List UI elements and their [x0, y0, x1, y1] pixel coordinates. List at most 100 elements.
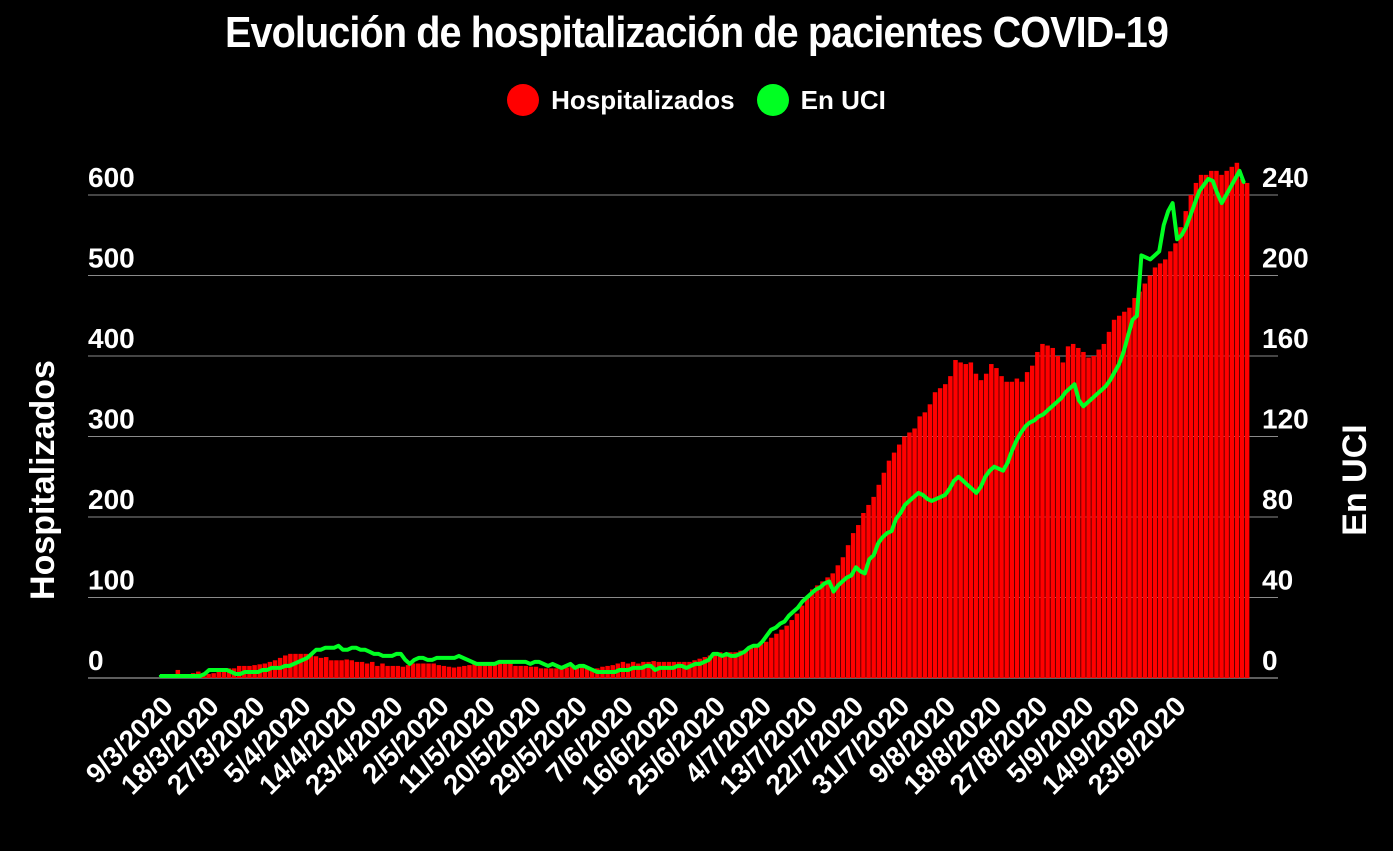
bar-hospitalizados: [784, 625, 789, 678]
bar-hospitalizados: [1229, 166, 1235, 678]
bar-hospitalizados: [835, 565, 841, 678]
point-en-uci: [319, 648, 322, 651]
bar-hospitalizados: [1040, 343, 1045, 678]
point-en-uci: [738, 652, 742, 656]
point-en-uci: [1220, 201, 1223, 205]
point-en-uci: [1037, 415, 1041, 418]
bar-hospitalizados: [733, 652, 738, 678]
point-en-uci: [471, 660, 474, 664]
point-en-uci: [587, 666, 590, 670]
point-en-uci: [230, 670, 233, 674]
bar-hospitalizados: [810, 589, 815, 678]
bar-hospitalizados: [236, 665, 242, 678]
point-en-uci: [1024, 425, 1027, 428]
point-en-uci: [533, 660, 536, 664]
bar-hospitalizados: [723, 653, 728, 678]
point-en-uci: [462, 656, 465, 660]
bar-hospitalizados: [968, 362, 974, 678]
point-en-uci: [1126, 334, 1130, 338]
bar-hospitalizados: [1244, 182, 1250, 678]
point-en-uci: [386, 654, 389, 658]
point-en-uci: [613, 670, 617, 674]
point-en-uci: [484, 662, 487, 666]
bar-hospitalizados: [769, 637, 774, 678]
point-en-uci: [1010, 449, 1014, 452]
point-en-uci: [404, 658, 407, 662]
point-en-uci: [1068, 387, 1072, 390]
point-en-uci: [1033, 419, 1036, 422]
point-en-uci: [734, 654, 737, 658]
bar-hospitalizados: [912, 428, 917, 678]
bar-hospitalizados: [1086, 357, 1091, 678]
bar-hospitalizados: [840, 557, 846, 678]
point-en-uci: [671, 666, 675, 670]
bar-hospitalizados: [1081, 351, 1086, 678]
bar-hospitalizados: [359, 661, 365, 678]
point-en-uci: [850, 574, 853, 577]
point-en-uci: [979, 485, 982, 488]
point-en-uci: [1091, 397, 1094, 400]
point-en-uci: [1149, 258, 1152, 261]
bar-hospitalizados: [676, 661, 682, 678]
bar-hospitalizados: [462, 665, 467, 678]
point-en-uci: [337, 644, 340, 647]
bar-hospitalizados: [1009, 381, 1015, 678]
point-en-uci: [569, 662, 572, 666]
point-en-uci: [680, 664, 684, 668]
point-en-uci: [216, 668, 220, 672]
y-tick-label-right: 120: [1262, 404, 1309, 435]
bar-hospitalizados: [410, 663, 416, 678]
point-en-uci: [761, 640, 764, 643]
point-en-uci: [640, 666, 643, 670]
y-tick-label-left: 600: [88, 162, 135, 193]
bar-hospitalizados: [1014, 378, 1020, 678]
point-en-uci: [1153, 254, 1157, 257]
point-en-uci: [689, 664, 692, 668]
bar-hospitalizados: [1004, 381, 1009, 678]
point-en-uci: [1180, 234, 1183, 237]
point-en-uci: [225, 668, 229, 672]
bar-hospitalizados: [1193, 182, 1199, 678]
bar-hospitalizados: [323, 657, 329, 678]
point-en-uci: [609, 670, 612, 674]
point-en-uci: [190, 674, 193, 678]
y-tick-label-left: 400: [88, 323, 135, 354]
bar-hospitalizados: [1209, 170, 1214, 678]
point-en-uci: [885, 531, 889, 535]
point-en-uci: [707, 658, 710, 662]
point-en-uci: [480, 662, 483, 666]
point-en-uci: [341, 648, 345, 651]
point-en-uci: [176, 674, 179, 678]
bar-hospitalizados: [441, 665, 447, 678]
point-en-uci: [1046, 409, 1049, 412]
point-en-uci: [426, 658, 429, 662]
point-en-uci: [1073, 383, 1076, 386]
bar-hospitalizados: [313, 656, 319, 678]
point-en-uci: [600, 670, 603, 674]
point-en-uci: [881, 535, 884, 539]
bar-hospitalizados: [482, 663, 488, 678]
bar-hospitalizados: [748, 647, 754, 678]
point-en-uci: [832, 590, 835, 593]
point-en-uci: [1122, 350, 1125, 354]
point-en-uci: [1077, 399, 1081, 402]
bar-hospitalizados: [400, 666, 406, 678]
bar-hospitalizados: [963, 364, 968, 678]
point-en-uci: [908, 499, 911, 503]
point-en-uci: [765, 634, 768, 637]
y-tick-label-right: 80: [1262, 484, 1293, 515]
bar-hospitalizados: [487, 663, 493, 678]
point-en-uci: [859, 570, 862, 573]
chart-title: Evolución de hospitalización de paciente…: [224, 8, 1169, 57]
bar-hospitalizados: [1055, 356, 1061, 678]
bar-hospitalizados: [815, 585, 820, 678]
bar-hospitalizados: [559, 667, 564, 678]
point-en-uci: [654, 668, 657, 672]
bar-hospitalizados: [896, 444, 902, 678]
bar-hospitalizados: [999, 376, 1004, 679]
y-tick-label-right: 160: [1262, 323, 1309, 354]
point-en-uci: [359, 648, 362, 651]
y-tick-label-right: 40: [1262, 565, 1293, 596]
bar-hospitalizados: [845, 545, 851, 678]
